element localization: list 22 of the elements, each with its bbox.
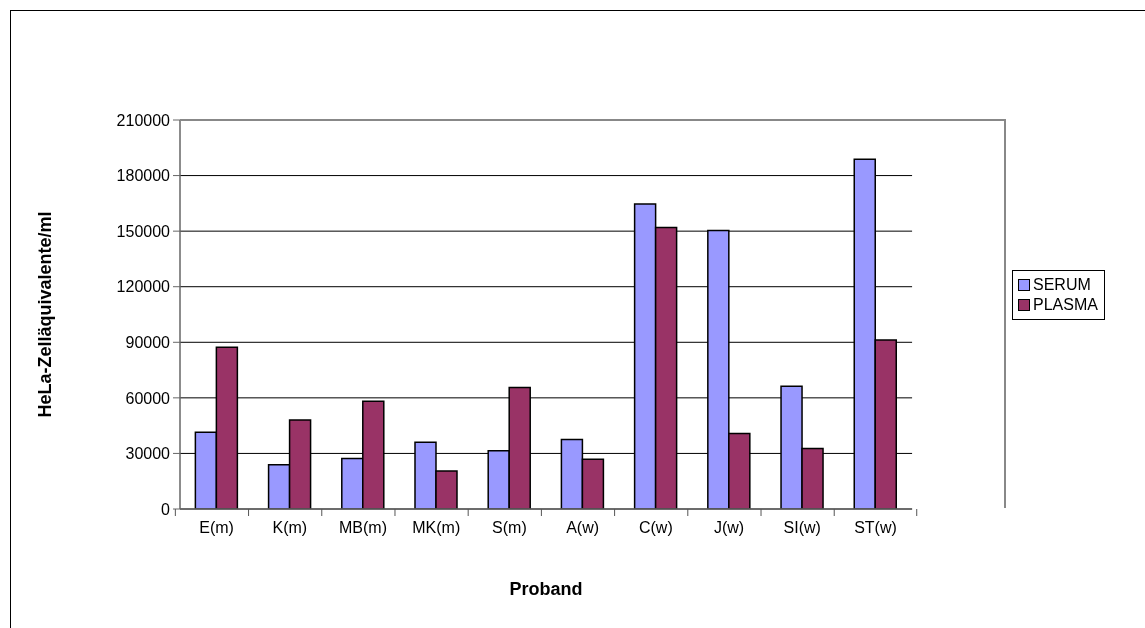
x-tick-label: K(m): [272, 519, 308, 537]
x-tick-label: MB(m): [339, 519, 388, 537]
y-tick-label: 120000: [116, 278, 171, 296]
y-tick-label: 210000: [116, 111, 171, 129]
x-tick-label: C(w): [638, 519, 673, 537]
x-tick-label: SI(w): [783, 519, 821, 537]
x-axis-title: Proband: [509, 579, 583, 599]
x-tick-label: ST(w): [854, 519, 897, 537]
y-axis-title: HeLa-Zelläquivalente/ml: [35, 211, 55, 418]
y-tick-label: 90000: [125, 333, 171, 351]
x-tick-label: A(w): [566, 519, 600, 537]
y-tick-label: 60000: [125, 389, 171, 407]
x-tick-label: E(m): [199, 519, 234, 537]
x-tick-label: S(m): [492, 519, 527, 537]
y-tick-label: 0: [161, 500, 171, 518]
legend-label: SERUM: [1033, 275, 1091, 295]
y-tick-label: 180000: [116, 167, 171, 185]
legend-label: PLASMA: [1033, 295, 1098, 315]
x-tick-label: J(w): [713, 519, 745, 537]
y-tick-label: 30000: [125, 445, 171, 463]
x-tick-label: MK(m): [412, 519, 461, 537]
y-tick-label: 150000: [116, 222, 171, 240]
